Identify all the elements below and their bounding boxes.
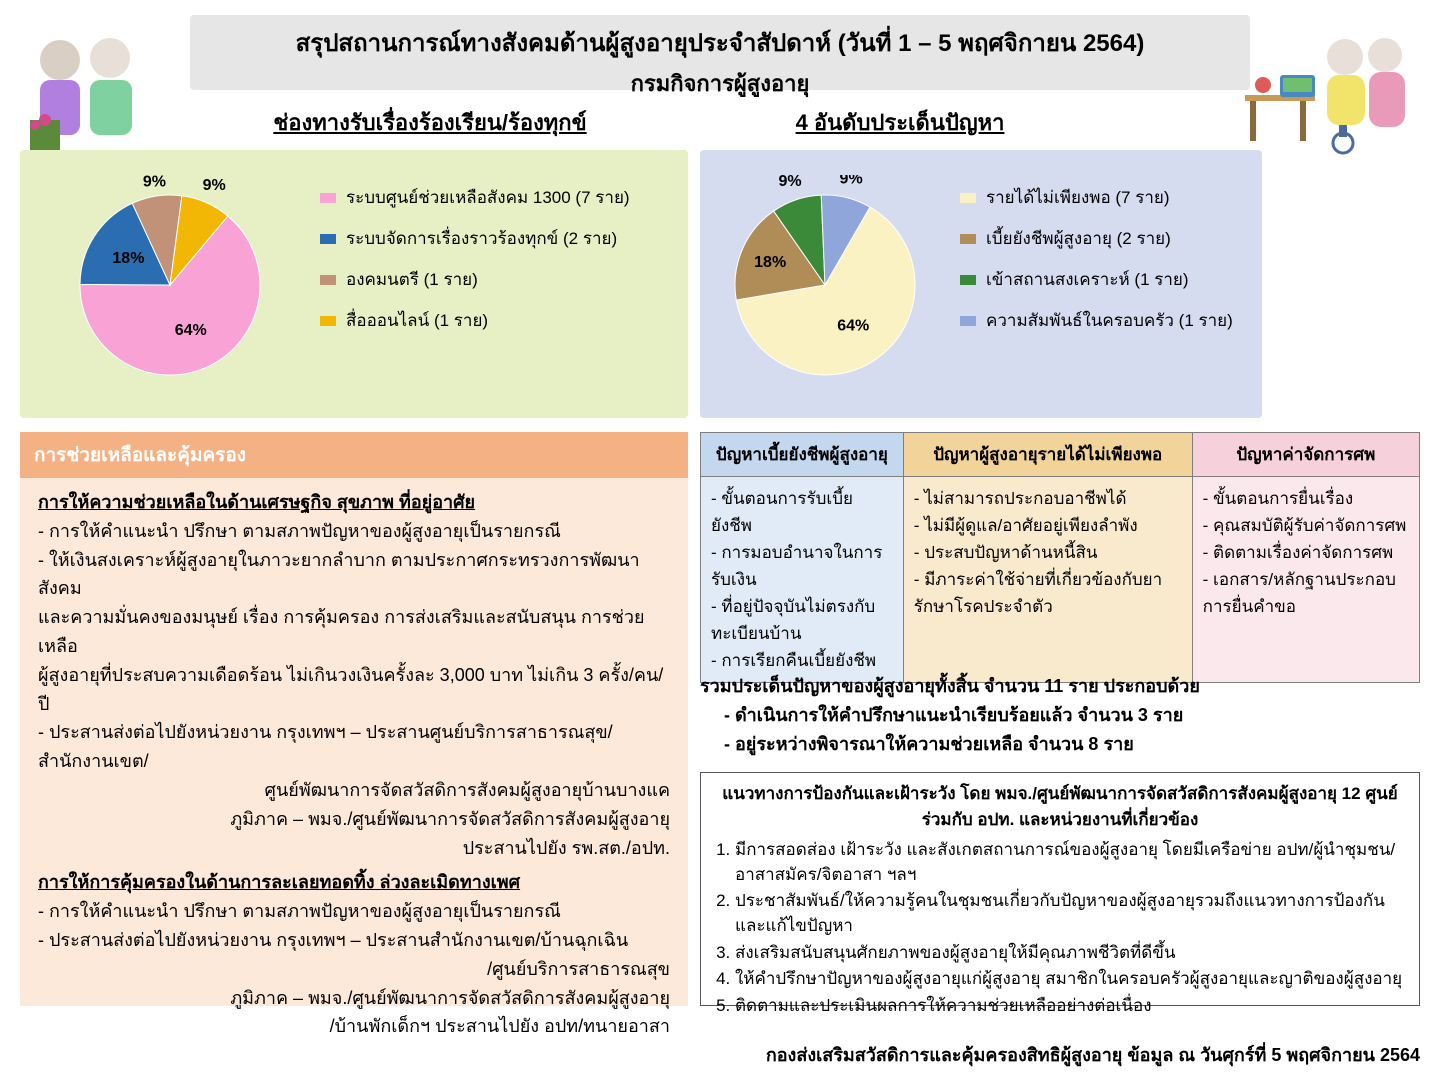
assist-s1-r3: ประสานไปยัง รพ.สต./อปท. xyxy=(38,834,670,863)
guideline-title1: แนวทางการป้องกันและเฝ้าระวัง โดย พมจ./ศู… xyxy=(713,781,1407,807)
legend-swatch xyxy=(960,275,976,285)
legend-text: เข้าสถานสงเคราะห์ (1 ราย) xyxy=(986,266,1189,293)
guideline-title2: ร่วมกับ อปท. และหน่วยงานที่เกี่ยวข้อง xyxy=(713,807,1407,833)
assist-sub1: การให้ความช่วยเหลือในด้านเศรษฐกิจ สุขภาพ… xyxy=(38,488,670,517)
guideline-item: ส่งเสริมสนับสนุนศักยภาพของผู้สูงอายุให้ม… xyxy=(735,941,1407,966)
issue-item: ขั้นตอนการยื่นเรื่อง xyxy=(1203,485,1409,512)
summary-l1: รวมประเด็นปัญหาของผู้สูงอายุทั้งสิ้น จำน… xyxy=(700,672,1420,701)
pie-label: 18% xyxy=(112,250,144,267)
assist-line: - การให้คำแนะนำ ปรึกษา ตามสภาพปัญหาของผู… xyxy=(38,897,670,926)
guideline-box: แนวทางการป้องกันและเฝ้าระวัง โดย พมจ./ศู… xyxy=(700,772,1420,1006)
assist-line: - ให้เงินสงเคราะห์ผู้สูงอายุในภาวะยากลำบ… xyxy=(38,546,670,604)
elderly-couple-laptop-illustration xyxy=(1235,25,1425,155)
legend-swatch xyxy=(320,275,336,285)
legend-text: รายได้ไม่เพียงพอ (7 ราย) xyxy=(986,184,1170,211)
legend-text: ระบบศูนย์ช่วยเหลือสังคม 1300 (7 ราย) xyxy=(346,184,630,211)
summary-l3: - อยู่ระหว่างพิจารณาให้ความช่วยเหลือ จำน… xyxy=(700,730,1420,759)
issue-cell: ขั้นตอนการรับเบี้ยยังชีพการมอบอำนาจในการ… xyxy=(701,477,904,683)
elderly-couple-left-illustration xyxy=(15,25,165,155)
guideline-list: มีการสอดส่อง เฝ้าระวัง และสังเกตสถานการณ… xyxy=(713,838,1407,1018)
legend-item: ความสัมพันธ์ในครอบครัว (1 ราย) xyxy=(960,307,1250,334)
legend-item: ระบบจัดการเรื่องราวร้องทุกข์ (2 ราย) xyxy=(320,225,670,252)
issue-header: ปัญหาผู้สูงอายุรายได้ไม่เพียงพอ xyxy=(903,433,1192,477)
legend-item: เข้าสถานสงเคราะห์ (1 ราย) xyxy=(960,266,1250,293)
summary-l2: - ดำเนินการให้คำปรึกษาแนะนำเรียบร้อยแล้ว… xyxy=(700,701,1420,730)
header-title-line2: กรมกิจการผู้สูงอายุ xyxy=(190,66,1250,101)
assist-s1-r1: ศูนย์พัฒนาการจัดสวัสดิการสังคมผู้สูงอายุ… xyxy=(38,776,670,805)
top-issues-legend: รายได้ไม่เพียงพอ (7 ราย) เบี้ยยังชีพผู้สู… xyxy=(960,170,1250,348)
footer-text: กองส่งเสริมสวัสดิการและคุ้มครองสิทธิผู้ส… xyxy=(700,1040,1420,1069)
issue-header: ปัญหาค่าจัดการศพ xyxy=(1192,433,1419,477)
legend-swatch xyxy=(320,316,336,326)
legend-swatch xyxy=(960,234,976,244)
header-title-line1: สรุปสถานการณ์ทางสังคมด้านผู้สูงอายุประจำ… xyxy=(190,23,1250,62)
issue-cell: ขั้นตอนการยื่นเรื่องคุณสมบัติผู้รับค่าจั… xyxy=(1192,477,1419,683)
assist-s2-r2: ภูมิภาค – พมจ./ศูนย์พัฒนาการจัดสวัสดิการ… xyxy=(38,984,670,1013)
assistance-box: การช่วยเหลือและคุ้มครอง การให้ความช่วยเห… xyxy=(20,432,688,1006)
pie-label: 64% xyxy=(175,322,207,339)
issue-item: ที่อยู่ปัจจุบันไม่ตรงกับทะเบียนบ้าน xyxy=(711,593,893,647)
issue-item: คุณสมบัติผู้รับค่าจัดการศพ xyxy=(1203,512,1409,539)
guideline-item: มีการสอดส่อง เฝ้าระวัง และสังเกตสถานการณ… xyxy=(735,838,1407,887)
legend-text: ความสัมพันธ์ในครอบครัว (1 ราย) xyxy=(986,307,1233,334)
pie-label: 9% xyxy=(203,177,226,194)
assist-line: - ประสานส่งต่อไปยังหน่วยงาน กรุงเทพฯ – ป… xyxy=(38,718,670,776)
complaint-channel-pie: 64% 18% 9% 9% xyxy=(60,175,280,395)
assist-line: - การให้คำแนะนำ ปรึกษา ตามสภาพปัญหาของผู… xyxy=(38,517,670,546)
assist-line: และความมั่นคงของมนุษย์ เรื่อง การคุ้มครอ… xyxy=(38,603,670,661)
issue-header: ปัญหาเบี้ยยังชีพผู้สูงอายุ xyxy=(701,433,904,477)
issue-item: ไม่มีผู้ดูแล/อาศัยอยู่เพียงลำพัง xyxy=(914,512,1182,539)
legend-text: เบี้ยยังชีพผู้สูงอายุ (2 ราย) xyxy=(986,225,1171,252)
pie-label: 9% xyxy=(143,175,166,191)
assistance-header: การช่วยเหลือและคุ้มครอง xyxy=(20,432,688,478)
assist-s1-r2: ภูมิภาค – พมจ./ศูนย์พัฒนาการจัดสวัสดิการ… xyxy=(38,805,670,834)
issue-cell: ไม่สามารถประกอบอาชีพได้ไม่มีผู้ดูแล/อาศั… xyxy=(903,477,1192,683)
header-band: สรุปสถานการณ์ทางสังคมด้านผู้สูงอายุประจำ… xyxy=(190,15,1250,90)
complaint-channel-panel: 64% 18% 9% 9% ระบบศูนย์ช่วยเหลือสังคม 1300 … xyxy=(20,150,688,418)
left-section-title: ช่องทางรับเรื่องร้องเรียน/ร้องทุกข์ xyxy=(190,105,670,140)
legend-swatch xyxy=(960,193,976,203)
legend-swatch xyxy=(960,316,976,326)
assistance-body: การให้ความช่วยเหลือในด้านเศรษฐกิจ สุขภาพ… xyxy=(20,478,688,1051)
assist-s2-r3: /บ้านพักเด็กฯ ประสานไปยัง อปท/ทนายอาสา xyxy=(38,1012,670,1041)
issue-item: ติดตามเรื่องค่าจัดการศพ xyxy=(1203,539,1409,566)
top-issues-pie: 64% 18% 9% 9% xyxy=(715,175,935,395)
legend-text: องคมนตรี (1 ราย) xyxy=(346,266,478,293)
legend-swatch xyxy=(320,193,336,203)
legend-item: รายได้ไม่เพียงพอ (7 ราย) xyxy=(960,184,1250,211)
assist-sub2: การให้การคุ้มครองในด้านการละเลยทอดทิ้ง ล… xyxy=(38,868,670,897)
legend-text: สื่อออนไลน์ (1 ราย) xyxy=(346,307,488,334)
issue-item: เอกสาร/หลักฐานประกอบการยื่นคำขอ xyxy=(1203,566,1409,620)
pie-label: 9% xyxy=(779,175,802,190)
right-section-title: 4 อันดับประเด็นปัญหา xyxy=(710,105,1090,140)
issue-item: การมอบอำนาจในการรับเงิน xyxy=(711,539,893,593)
legend-text: ระบบจัดการเรื่องราวร้องทุกข์ (2 ราย) xyxy=(346,225,617,252)
issue-item: มีภาระค่าใช้จ่ายที่เกี่ยวข้องกับยารักษาโ… xyxy=(914,566,1182,620)
top-issues-panel: 64% 18% 9% 9% รายได้ไม่เพียงพอ (7 ราย) เบี้ย… xyxy=(700,150,1262,418)
issue-item: ขั้นตอนการรับเบี้ยยังชีพ xyxy=(711,485,893,539)
assist-line: ผู้สูงอายุที่ประสบความเดือดร้อน ไม่เกินว… xyxy=(38,661,670,719)
pie-label: 9% xyxy=(840,175,863,188)
legend-item: ระบบศูนย์ช่วยเหลือสังคม 1300 (7 ราย) xyxy=(320,184,670,211)
legend-swatch xyxy=(320,234,336,244)
assist-s2-r1: /ศูนย์บริการสาธารณสุข xyxy=(38,955,670,984)
legend-item: สื่อออนไลน์ (1 ราย) xyxy=(320,307,670,334)
issue-item: การเรียกคืนเบี้ยยังชีพ xyxy=(711,647,893,674)
guideline-item: ให้คำปรึกษาปัญหาของผู้สูงอายุแก่ผู้สูงอา… xyxy=(735,967,1407,992)
legend-item: เบี้ยยังชีพผู้สูงอายุ (2 ราย) xyxy=(960,225,1250,252)
pie-label: 64% xyxy=(837,318,869,335)
complaint-channel-legend: ระบบศูนย์ช่วยเหลือสังคม 1300 (7 ราย) ระบบ… xyxy=(320,170,670,348)
guideline-item: ประชาสัมพันธ์/ให้ความรู้คนในชุมชนเกี่ยวก… xyxy=(735,889,1407,938)
issue-item: ประสบปัญหาด้านหนี้สิน xyxy=(914,539,1182,566)
assist-line: - ประสานส่งต่อไปยังหน่วยงาน กรุงเทพฯ – ป… xyxy=(38,926,670,955)
legend-item: องคมนตรี (1 ราย) xyxy=(320,266,670,293)
guideline-item: ติดตามและประเมินผลการให้ความช่วยเหลืออย่… xyxy=(735,994,1407,1019)
pie-label: 18% xyxy=(754,254,786,271)
issue-item: ไม่สามารถประกอบอาชีพได้ xyxy=(914,485,1182,512)
issues-table: ปัญหาเบี้ยยังชีพผู้สูงอายุปัญหาผู้สูงอาย… xyxy=(700,432,1420,683)
summary-block: รวมประเด็นปัญหาของผู้สูงอายุทั้งสิ้น จำน… xyxy=(700,672,1420,758)
